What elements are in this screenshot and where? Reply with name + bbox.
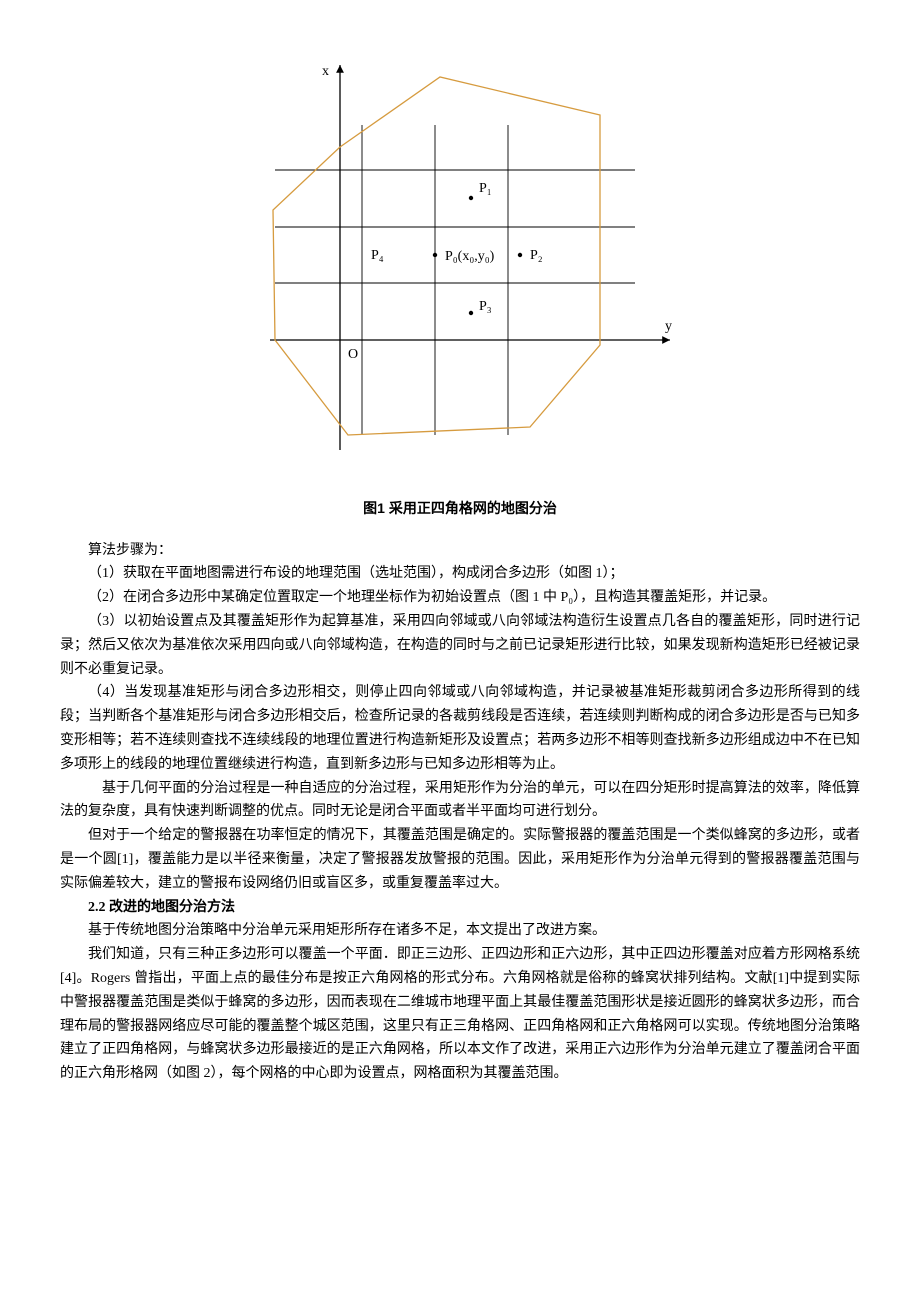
figure-1: x y O P₁ P₀(x₀,y₀) P₂ P₄ P₃ <box>60 40 860 489</box>
svg-text:P₃: P₃ <box>479 299 492 314</box>
svg-text:y: y <box>665 319 672 334</box>
svg-text:O: O <box>348 347 358 362</box>
paragraph-but: 但对于一个给定的警报器在功率恒定的情况下，其覆盖范围是确定的。实际警报器的覆盖范… <box>60 824 860 895</box>
paragraph-2-2-a: 基于传统地图分治策略中分治单元采用矩形所存在诸多不足，本文提出了改进方案。 <box>60 919 860 943</box>
step-1: （1）获取在平面地图需进行布设的地理范围（选址范围），构成闭合多边形（如图 1）… <box>60 562 860 586</box>
svg-text:x: x <box>322 64 329 79</box>
step-3: （3）以初始设置点及其覆盖矩形作为起算基准，采用四向邻域或八向邻域法构造衍生设置… <box>60 610 860 681</box>
svg-text:P₀(x₀,y₀): P₀(x₀,y₀) <box>445 249 495 264</box>
steps-intro: 算法步骤为： <box>60 539 860 563</box>
step-2: （2）在闭合多边形中某确定位置取定一个地理坐标作为初始设置点（图 1 中 P₀）… <box>60 586 860 610</box>
svg-text:P₁: P₁ <box>479 181 492 196</box>
figure-diagram: x y O P₁ P₀(x₀,y₀) P₂ P₄ P₃ <box>240 40 680 480</box>
section-2-2-header: 2.2 改进的地图分治方法 <box>60 896 860 920</box>
svg-text:P₄: P₄ <box>371 248 384 263</box>
paragraph-2-2-b: 我们知道，只有三种正多边形可以覆盖一个平面．即正三边形、正四边形和正六边形，其中… <box>60 943 860 1086</box>
paragraph-geometric: 基于几何平面的分治过程是一种自适应的分治过程，采用矩形作为分治的单元，可以在四分… <box>60 777 860 825</box>
step-4: （4）当发现基准矩形与闭合多边形相交，则停止四向邻域或八向邻域构造，并记录被基准… <box>60 681 860 776</box>
figure-caption: 图1 采用正四角格网的地图分治 <box>60 497 860 521</box>
svg-text:P₂: P₂ <box>530 248 543 263</box>
